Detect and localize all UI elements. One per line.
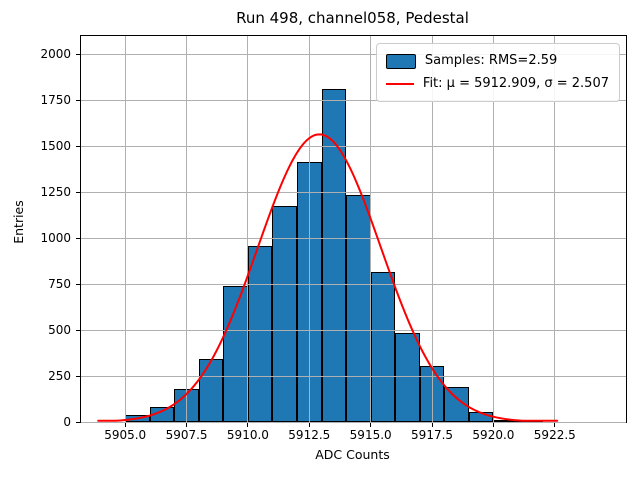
x-tick: [186, 423, 188, 427]
x-tick: [370, 423, 372, 427]
chart-title: Run 498, channel058, Pedestal: [236, 9, 469, 27]
y-tick-label: 1500: [40, 139, 71, 154]
y-tick-label: 250: [48, 369, 71, 384]
y-tick: [76, 237, 80, 239]
x-tick: [431, 423, 433, 427]
y-tick-label: 750: [48, 277, 71, 292]
y-tick: [76, 421, 80, 423]
y-tick: [76, 329, 80, 331]
x-tick-label: 5905.0: [104, 428, 147, 442]
x-tick: [554, 423, 556, 427]
x-tick-label: 5917.5: [411, 428, 454, 442]
y-tick: [76, 191, 80, 193]
y-tick-label: 1000: [40, 231, 71, 246]
histogram-swatch: [385, 53, 416, 69]
legend-fit-label: Fit: μ = 5912.909, σ = 2.507: [422, 76, 609, 91]
x-tick: [308, 423, 310, 427]
y-tick-label: 1750: [40, 93, 71, 108]
x-tick: [247, 423, 249, 427]
fit-curve: [97, 133, 559, 422]
x-tick: [492, 423, 494, 427]
histogram-bar: [346, 194, 371, 422]
histogram-bar: [321, 89, 347, 422]
y-tick-label: 2000: [40, 47, 71, 62]
x-tick-label: 5920.0: [472, 428, 515, 442]
histogram-bars: [81, 36, 626, 424]
x-tick-label: 5915.0: [349, 428, 392, 442]
y-tick: [76, 283, 80, 285]
y-tick-label: 500: [48, 323, 71, 338]
legend-samples-label: Samples: RMS=2.59: [424, 53, 558, 68]
y-tick: [76, 53, 80, 55]
histogram-bar: [272, 206, 298, 422]
histogram-bar: [370, 272, 396, 422]
x-axis-label: ADC Counts: [315, 447, 390, 462]
x-tick-label: 5907.5: [165, 428, 208, 442]
y-tick: [76, 99, 80, 101]
x-tick-label: 5922.5: [533, 428, 576, 442]
y-tick-label: 0: [63, 415, 71, 429]
x-tick: [124, 423, 126, 427]
y-tick: [76, 375, 80, 377]
histogram-bar: [395, 332, 420, 422]
x-tick-label: 5912.5: [288, 428, 331, 442]
legend: Samples: RMS=2.59 Fit: μ = 5912.909, σ =…: [375, 43, 620, 102]
plot-area: 5905.0 5907.5 5910.0 5912.5 5915.0 5917.5 5920…: [40, 35, 627, 442]
x-tick-label: 5910.0: [226, 428, 269, 442]
legend-item-samples: Samples: RMS=2.59: [385, 51, 609, 71]
gaussian-fit-path: [97, 133, 559, 422]
y-tick-label: 1250: [40, 185, 71, 200]
histogram-bar: [198, 358, 224, 422]
legend-item-fit: Fit: μ = 5912.909, σ = 2.507: [385, 74, 609, 94]
fit-line-swatch: [385, 83, 414, 85]
y-tick: [76, 145, 80, 147]
